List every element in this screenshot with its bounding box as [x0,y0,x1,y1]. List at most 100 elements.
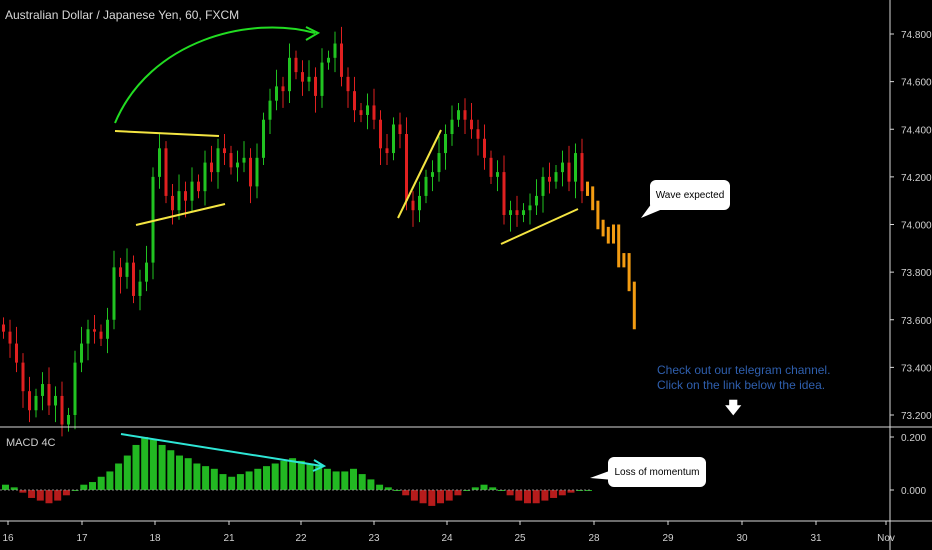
candle-body [489,157,493,177]
projection-bar [601,219,605,237]
price-tick-label: 73.400 [901,363,932,374]
candle-body [463,110,467,120]
trendline [500,208,579,245]
macd-bar [271,463,279,490]
candle-body [184,191,187,201]
candle-body [457,110,460,120]
time-tick-label: 18 [149,533,161,544]
price-tick-label: 74.200 [901,173,932,184]
time-tick-label: 25 [514,533,526,544]
telegram-note-line2: Click on the link below the idea. [657,378,826,392]
candle-body [353,91,356,111]
price-tick-label: 73.200 [901,411,932,422]
macd-bar [341,471,349,490]
candle-body [496,172,499,177]
candle-body [366,105,369,115]
macd-bar [10,487,18,490]
macd-bar [106,471,114,490]
price-tick-label: 74.800 [901,30,932,41]
candle-body [574,153,577,182]
candle-body [242,157,246,163]
candle-body [41,384,44,396]
candle-body [125,262,129,277]
trendline [114,130,220,137]
macd-bar [254,468,262,490]
candle-body [47,384,51,406]
time-tick-label: 29 [662,533,674,544]
candle-body [158,148,161,177]
macd-bar [306,463,314,490]
time-tick-label: 21 [223,533,235,544]
candle-body [405,134,408,201]
candle-body [229,153,233,168]
macd-bar [19,490,27,493]
macd-bar [80,484,88,490]
macd-bar [419,490,427,504]
macd-bar [141,437,149,490]
macd-bar [36,490,44,501]
macd-bar [489,487,497,490]
telegram-note: Check out our telegram channel. Click on… [657,363,830,393]
macd-bar [297,460,305,490]
candle-body [112,267,116,320]
macd-bar [149,439,157,490]
projection-bar [591,186,595,211]
loss-of-momentum-callout: Loss of momentum [608,457,706,487]
candle-body [392,124,395,154]
candle-body [535,195,538,206]
candle-body [34,395,38,411]
projection-bar [627,253,631,292]
price-tick-label: 74.000 [901,221,932,232]
candle-body [15,343,18,363]
arrow-down-icon: 🡇 [725,400,742,417]
candle-body [164,148,168,196]
macd-bar [158,444,166,490]
time-tick-label: 22 [295,533,307,544]
macd-bar [350,468,357,490]
macd-bar [97,476,105,490]
macd-bar [358,474,366,490]
candle-body [359,110,363,115]
projection-bar [632,281,636,330]
momentum-arrow-head [312,459,327,472]
candle-body [132,262,135,296]
macd-bar [506,490,514,496]
projection-bar [617,224,621,268]
candle-body [372,105,376,120]
candle-body [554,172,558,182]
candle-body [320,62,324,96]
candle-body [340,43,343,77]
macd-tick-label: 0.200 [901,433,926,444]
macd-bar [323,468,331,490]
macd-bar [54,490,62,501]
time-tick-label: Nov [877,533,895,544]
price-tick-label: 73.800 [901,268,932,279]
candle-body [54,395,57,406]
candle-body [93,329,96,332]
candle-body [236,162,239,168]
candle-body [444,134,447,154]
wave-expected-callout: Wave expected [650,180,730,210]
arc-arrow [114,26,316,124]
candle-body [515,210,519,215]
candle-body [431,172,434,177]
wave-expected-text: Wave expected [655,189,725,201]
candle-body [314,76,317,96]
macd-bar [132,444,140,490]
candle-body [301,72,304,82]
candle-body [138,281,142,296]
macd-bar [210,468,218,490]
candle-body [333,43,337,58]
time-tick-label: 16 [2,533,14,544]
macd-bar [202,466,210,490]
macd-bar [289,458,297,490]
candle-body [255,157,259,187]
macd-tick-label: 0.000 [901,486,926,497]
macd-bar [228,476,236,490]
macd-bar [176,455,183,490]
projection-bar [612,224,615,244]
macd-bar [402,490,410,496]
macd-bar [471,487,479,490]
